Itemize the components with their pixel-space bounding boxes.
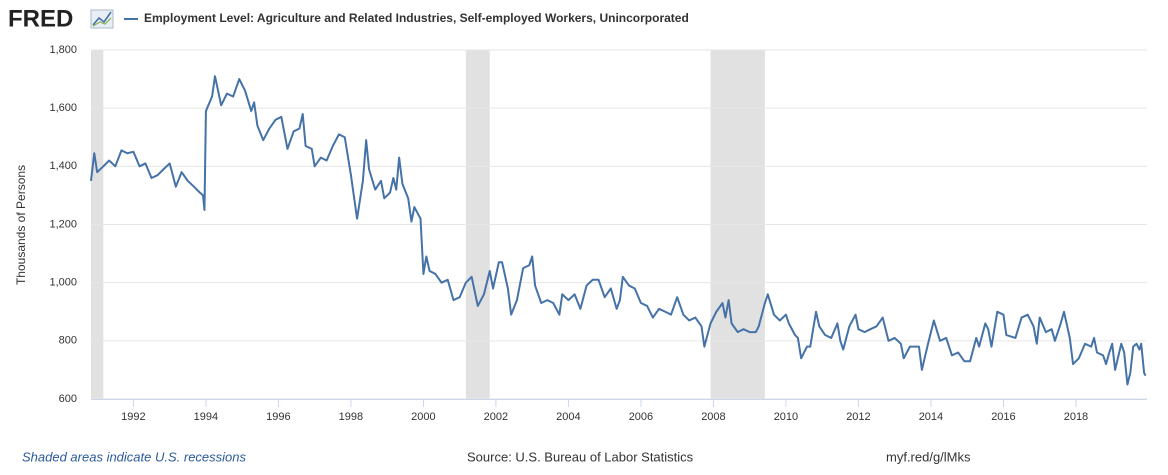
x-tick-label: 2008 [701, 411, 725, 423]
y-tick-label: 1,000 [49, 277, 77, 289]
x-tick-label: 2002 [484, 411, 508, 423]
short-link[interactable]: myf.red/g/lMks [886, 449, 971, 464]
fred-logo: FRED [8, 5, 73, 32]
x-tick-label: 2006 [629, 411, 653, 423]
source: Source: U.S. Bureau of Labor Statistics [467, 449, 694, 464]
recession-note[interactable]: Shaded areas indicate U.S. recessions [22, 449, 247, 464]
y-axis-label: Thousands of Persons [14, 165, 28, 285]
x-tick-label: 1996 [266, 411, 290, 423]
logo-icon [90, 9, 114, 29]
data-line [90, 75, 1147, 386]
x-tick-label: 2010 [774, 411, 798, 423]
x-tick-label: 2000 [411, 411, 435, 423]
x-tick-label: 1994 [194, 411, 218, 423]
x-tick-label: 2016 [991, 411, 1015, 423]
y-tick-label: 800 [59, 335, 77, 347]
y-tick-label: 1,600 [49, 102, 77, 114]
y-tick-label: 1,800 [49, 44, 77, 56]
x-tick-label: 1998 [339, 411, 363, 423]
x-tick-label: 2014 [919, 411, 943, 423]
y-tick-label: 1,200 [49, 218, 77, 230]
x-tick-label: 2012 [846, 411, 870, 423]
y-tick-label: 1,400 [49, 160, 77, 172]
legend-title: Employment Level: Agriculture and Relate… [144, 11, 689, 25]
x-tick-label: 2004 [556, 411, 580, 423]
x-tick-label: 2018 [1064, 411, 1088, 423]
y-tick-label: 600 [59, 393, 77, 405]
x-tick-label: 1992 [121, 411, 145, 423]
